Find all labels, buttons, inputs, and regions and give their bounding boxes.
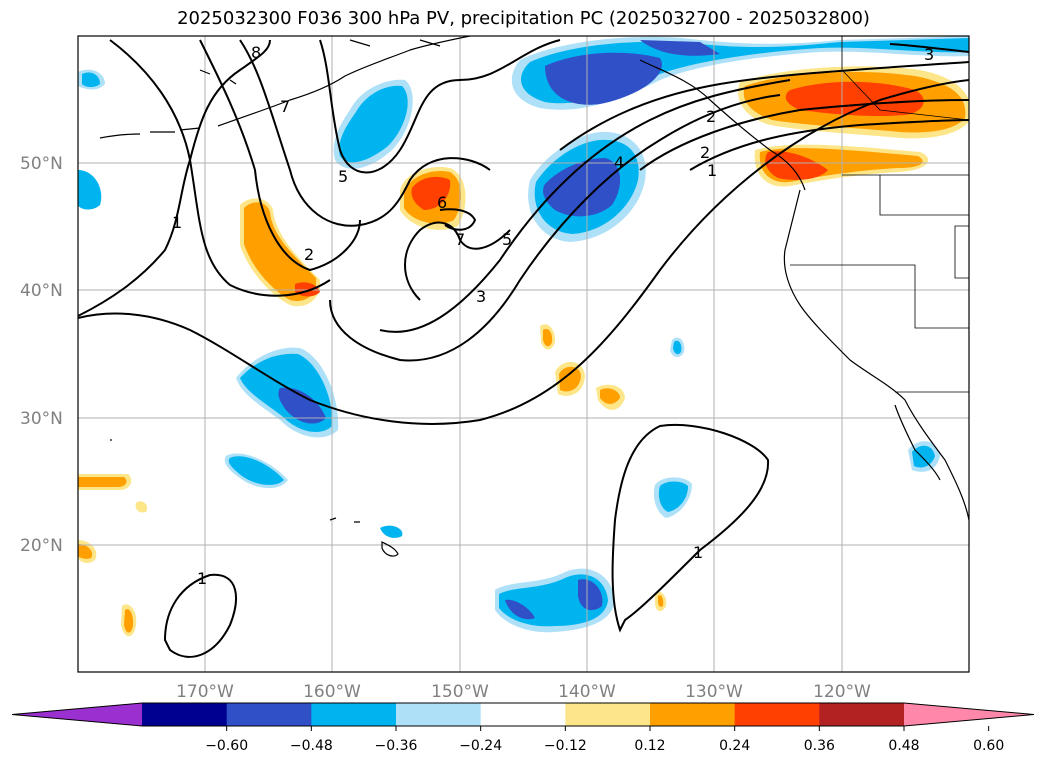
colorbar-tick-label: 0.60	[973, 738, 1004, 754]
contour-label: 7	[280, 97, 290, 116]
pv-contours	[78, 39, 969, 658]
map-panel: 8 5 1 2 6 7 5 3 4 2 1 3 1 1 2 7	[78, 36, 969, 672]
colorbar-tick-label: 0.36	[804, 738, 835, 754]
colorbar-tick-label: −0.60	[205, 738, 248, 754]
colorbar-segment	[650, 703, 736, 726]
graticule	[78, 36, 969, 672]
contour-labels: 8 5 1 2 6 7 5 3 4 2 1 3 1 1 2 7	[172, 43, 934, 588]
lon-tick-label: 170°W	[176, 682, 234, 702]
colorbar-tick-label: −0.48	[290, 738, 333, 754]
contour-label: 4	[614, 153, 624, 172]
lat-tick-label: 20°N	[20, 536, 63, 556]
contour-label: 1	[172, 213, 182, 232]
lat-tick-label: 50°N	[20, 154, 63, 174]
colorbar-tick-label: 0.12	[634, 738, 665, 754]
contour-label: 5	[338, 167, 348, 186]
precip-fills	[78, 36, 969, 637]
colorbar-segment	[142, 703, 228, 726]
lon-tick-label: 130°W	[685, 682, 743, 702]
colorbar-segment	[226, 703, 312, 726]
colorbar-tick-label: −0.24	[459, 738, 502, 754]
colorbar-segment	[565, 703, 651, 726]
contour-label: 2	[700, 143, 710, 162]
contour-label: 1	[707, 161, 717, 180]
colorbar-segment	[396, 703, 482, 726]
colorbar-extend-min	[12, 703, 142, 726]
contour-label: 2	[304, 245, 314, 264]
contour-label: 5	[502, 230, 512, 249]
colorbar: −0.60 −0.48 −0.36 −0.24 −0.12 0.12 0.24 0.36 0.4…	[11, 702, 1035, 754]
contour-label: 2	[706, 107, 716, 126]
colorbar-extend-max	[904, 703, 1034, 726]
colorbar-segment	[734, 703, 820, 726]
contour-label: 1	[197, 569, 207, 588]
map-frame	[77, 35, 970, 673]
colorbar-tick-label: −0.36	[375, 738, 418, 754]
colorbar-outline	[11, 702, 1035, 727]
lon-tick-label: 150°W	[431, 682, 489, 702]
lon-axis: 170°W 160°W 150°W 140°W 130°W 120°W	[176, 682, 871, 702]
map-title: 2025032300 F036 300 hPa PV, precipitatio…	[177, 8, 870, 29]
colorbar-tick-label: 0.24	[719, 738, 750, 754]
coastlines	[99, 36, 969, 557]
colorbar-segment	[819, 703, 905, 726]
borders	[790, 36, 969, 393]
contour-label: 1	[693, 543, 703, 562]
contour-label: 8	[251, 43, 261, 62]
lon-tick-label: 160°W	[303, 682, 361, 702]
lon-tick-label: 120°W	[813, 682, 871, 702]
contour-label: 6	[437, 193, 447, 212]
lon-tick-label: 140°W	[558, 682, 616, 702]
contour-label: 7	[455, 230, 465, 249]
colorbar-tick-label: 0.48	[888, 738, 919, 754]
lat-axis: 20°N 30°N 40°N 50°N	[20, 154, 63, 556]
contour-label: 3	[924, 45, 934, 64]
colorbar-tick-label: −0.12	[544, 738, 587, 754]
colorbar-segment	[311, 703, 397, 726]
lat-tick-label: 30°N	[20, 409, 63, 429]
contour-label: 3	[476, 287, 486, 306]
colorbar-segment	[480, 703, 566, 726]
lat-tick-label: 40°N	[20, 281, 63, 301]
